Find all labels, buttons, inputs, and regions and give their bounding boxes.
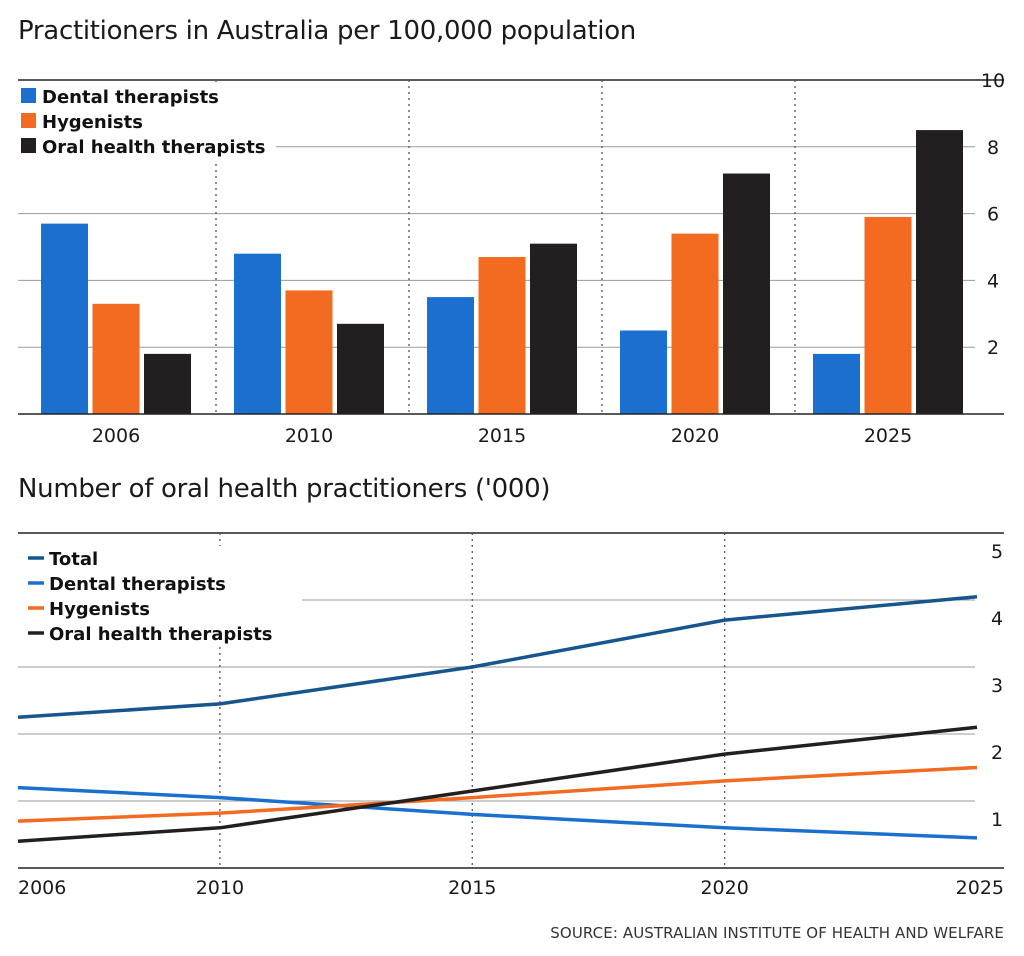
chart-title-number-of-practitioners: Number of oral health practitioners ('00… — [18, 474, 551, 504]
line-chart-y-tick-label: 3 — [991, 675, 1003, 697]
line-hygenists — [17, 765, 978, 823]
bar-dental-therapists — [41, 223, 88, 414]
bar-chart-x-tick-label: 2006 — [92, 425, 140, 447]
line-chart-y-tick-label: 5 — [991, 541, 1003, 563]
line-total — [17, 594, 978, 720]
bar-dental-therapists — [813, 353, 860, 414]
line-chart-legend-label: Total — [49, 549, 98, 570]
bar-chart-legend-label: Dental therapists — [42, 87, 219, 108]
bar-oral-health-therapists — [916, 130, 963, 414]
chart-title-practitioners-per-100k: Practitioners in Australia per 100,000 p… — [18, 16, 636, 46]
bar-oral-health-therapists — [723, 173, 770, 414]
bar-chart-y-tick-label: 8 — [987, 137, 999, 159]
line-chart-legend-label: Dental therapists — [49, 574, 226, 595]
line-chart-x-tick-label: 2006 — [18, 877, 66, 899]
source-note: SOURCE: AUSTRALIAN INSTITUTE OF HEALTH A… — [550, 924, 1004, 942]
bar-chart-x-tick-label: 2020 — [671, 425, 719, 447]
bar-chart-legend-background — [18, 86, 276, 162]
bar-chart-y-tick-label: 10 — [981, 70, 1005, 92]
bar-hygenists — [864, 216, 912, 414]
line-chart-legend-label: Oral health therapists — [49, 624, 273, 645]
line-dental-therapists — [17, 785, 978, 840]
bar-oral-health-therapists — [144, 353, 191, 414]
bar-hygenists — [478, 257, 526, 414]
bar-dental-therapists — [427, 297, 474, 414]
bar-oral-health-therapists — [337, 323, 384, 414]
bar-chart-x-tick-label: 2010 — [285, 425, 333, 447]
bar-hygenists — [285, 290, 333, 414]
line-chart-legend-background — [18, 546, 302, 646]
bar-chart-x-tick-label: 2025 — [864, 425, 912, 447]
line-chart-y-tick-label: 4 — [991, 608, 1003, 630]
bar-chart-legend-swatch — [21, 113, 36, 128]
bar-chart-legend-swatch — [21, 138, 36, 153]
bar-dental-therapists — [234, 253, 281, 414]
bar-chart-x-tick-label: 2015 — [478, 425, 526, 447]
bar-chart-legend-label: Oral health therapists — [42, 137, 266, 158]
bar-chart-y-tick-label: 4 — [987, 270, 999, 292]
bar-dental-therapists — [620, 330, 667, 414]
bar-hygenists — [92, 303, 140, 414]
bar-chart-legend-swatch — [21, 88, 36, 103]
bar-chart-y-tick-label: 6 — [987, 204, 999, 226]
line-chart-legend-label: Hygenists — [49, 599, 150, 620]
bar-chart-legend-label: Hygenists — [42, 112, 143, 133]
line-chart-x-tick-label: 2020 — [700, 877, 748, 899]
bar-chart-y-tick-label: 2 — [987, 337, 999, 359]
line-chart-y-tick-label: 1 — [991, 809, 1003, 831]
line-chart-x-tick-label: 2010 — [196, 877, 244, 899]
line-oral-health-therapists — [17, 725, 978, 843]
line-chart-y-tick-label: 2 — [991, 742, 1003, 764]
bar-hygenists — [671, 233, 719, 414]
line-chart-x-tick-label: 2015 — [448, 877, 496, 899]
line-chart-x-tick-label: 2025 — [956, 877, 1004, 899]
bar-oral-health-therapists — [530, 243, 577, 414]
